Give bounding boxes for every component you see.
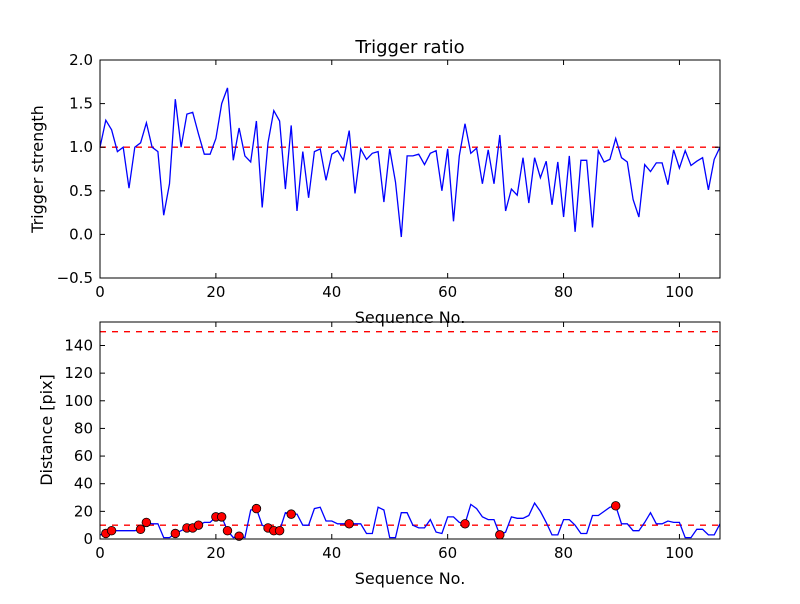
y-tick-label: 140	[64, 336, 93, 354]
x-tick-label: 80	[554, 544, 573, 562]
top-axes: 0 20 40 60 80 100 −0.5 0.0 0.5 1.0 1.5 2.0	[57, 51, 721, 301]
data-point-marker	[460, 519, 470, 529]
x-tick-label: 40	[322, 283, 341, 301]
data-point-marker	[222, 526, 233, 536]
data-point-marker	[344, 519, 354, 529]
x-tick-label: 100	[665, 283, 694, 301]
bottom-x-axis-label: Sequence No.	[355, 569, 466, 588]
y-tick-label: 2.0	[69, 51, 93, 69]
x-tick-label: 20	[206, 544, 225, 562]
top-y-axis-label: Trigger strength	[28, 105, 47, 234]
y-tick-label: −0.5	[57, 269, 93, 287]
y-tick-label: 0.5	[69, 182, 93, 200]
data-point-marker	[611, 501, 621, 511]
y-tick-label: 120	[64, 364, 93, 382]
x-tick-label: 100	[665, 544, 694, 562]
x-tick-label: 0	[95, 283, 105, 301]
data-point-marker	[141, 517, 152, 528]
data-point-marker	[135, 524, 146, 535]
x-tick-label: 20	[206, 283, 225, 301]
x-tick-label: 80	[554, 283, 573, 301]
data-point-marker	[193, 520, 204, 530]
data-point-marker	[216, 512, 227, 522]
x-tick-label: 60	[438, 544, 457, 562]
y-tick-label: 1.0	[69, 138, 93, 156]
data-point-marker	[274, 526, 285, 536]
data-point-marker	[106, 526, 117, 536]
data-point-marker	[170, 528, 181, 539]
y-tick-label: 20	[74, 502, 93, 520]
y-tick-label: 80	[74, 419, 93, 437]
data-point-marker	[286, 509, 296, 519]
y-tick-label: 0	[83, 530, 93, 548]
x-tick-label: 40	[322, 544, 341, 562]
top-axes-frame	[99, 59, 721, 279]
y-tick-label: 100	[64, 392, 93, 410]
bottom-axes: 0 20 40 60 80 100 0 20 40 60 80 100 120 140	[64, 321, 721, 562]
x-tick-label: 60	[438, 283, 457, 301]
chart-title: Trigger ratio	[354, 37, 464, 58]
x-tick-label: 0	[95, 544, 105, 562]
y-tick-label: 60	[74, 447, 93, 465]
data-point-marker	[251, 503, 262, 514]
bottom-y-axis-label: Distance [pix]	[37, 374, 56, 486]
bottom-axes-frame	[99, 321, 721, 540]
y-tick-label: 0.0	[69, 225, 93, 243]
data-point-marker	[234, 531, 244, 541]
y-tick-label: 40	[74, 475, 93, 493]
y-tick-label: 1.5	[69, 95, 93, 113]
data-point-marker	[495, 530, 505, 540]
top-x-axis-label: Sequence No.	[355, 308, 466, 327]
top-series-line	[99, 87, 721, 238]
